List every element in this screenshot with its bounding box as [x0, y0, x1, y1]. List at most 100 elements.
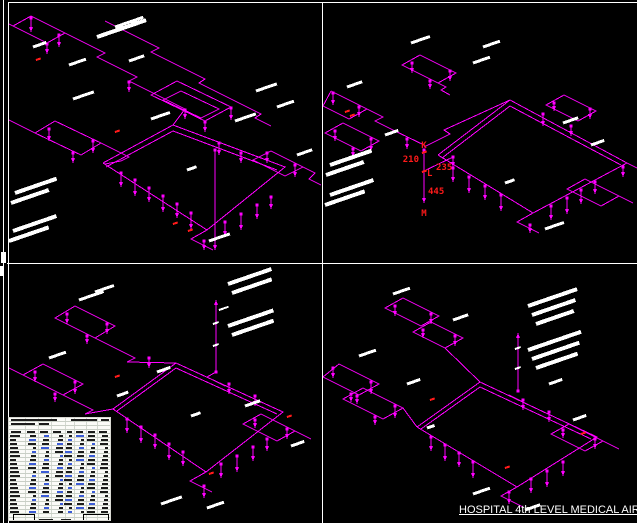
table-cell-text-mark	[87, 511, 95, 513]
pipe-segment	[11, 15, 67, 44]
flow-arrow-icon	[561, 433, 565, 438]
annotation-label-streak	[231, 277, 273, 295]
table-row	[9, 430, 110, 434]
table-cell-text-mark	[29, 439, 36, 441]
scrollbar-thumb[interactable]	[1, 252, 6, 263]
flow-arrow-icon	[541, 121, 545, 126]
pipe-junction	[235, 454, 239, 458]
viewport-divider-horizontal	[7, 263, 637, 264]
flow-arrow-icon	[549, 215, 553, 220]
table-cell-text-mark	[81, 511, 84, 513]
table-cell-text-mark	[81, 487, 84, 489]
viewport-top-right[interactable]: K 210 L 235 445 M	[323, 3, 637, 263]
pipe-segment	[441, 105, 622, 166]
flow-arrow-icon	[217, 150, 221, 155]
pipe-segment	[53, 305, 117, 339]
annotation-label-streak	[329, 178, 375, 197]
table-cell-text-mark	[103, 503, 108, 505]
pipe-segment	[33, 120, 103, 156]
pipe-junction	[422, 148, 426, 152]
annotation-label-streak	[452, 313, 469, 322]
pipe-junction	[147, 186, 151, 190]
annotation-label-streak	[208, 232, 231, 243]
viewport-top-left[interactable]	[9, 3, 322, 263]
flow-arrow-icon	[181, 461, 185, 466]
flow-arrow-icon	[265, 446, 269, 451]
table-cell-text-mark	[44, 459, 49, 461]
pipe-junction	[561, 428, 565, 432]
viewport-bottom-right[interactable]	[323, 264, 637, 523]
pipe-segment	[549, 423, 605, 452]
annotation-label-streak	[156, 366, 171, 374]
pipe-segment	[323, 122, 381, 152]
pipe-junction	[410, 61, 414, 65]
pipe-junction	[202, 239, 206, 243]
annotation-label-streak	[527, 329, 582, 352]
table-cell-text-mark	[10, 467, 18, 469]
table-cell-text-mark	[60, 455, 63, 457]
annotation-label-streak	[244, 399, 261, 408]
dimension-text: K	[421, 141, 427, 151]
pipe-junction	[357, 105, 361, 109]
table-cell-text-mark	[102, 459, 108, 461]
table-row	[9, 426, 110, 430]
table-cell-text-mark	[57, 467, 63, 469]
flow-arrow-icon	[125, 428, 129, 433]
table-cell-text-mark	[65, 451, 72, 453]
annotation-label-streak	[128, 54, 145, 63]
annotation-label-streak	[535, 351, 579, 370]
flow-arrow-icon	[593, 444, 597, 449]
pipe-segment	[544, 94, 598, 122]
table-cell-text-mark	[101, 511, 108, 513]
pipe-segment	[444, 347, 481, 383]
flow-arrow-icon	[45, 49, 49, 54]
pipe-junction	[355, 394, 359, 398]
pipe-junction	[253, 418, 257, 422]
annotation-label-streak	[548, 378, 563, 386]
table-cell-text-mark	[41, 471, 49, 473]
flow-arrow-icon	[393, 413, 397, 418]
viewport-bottom-left[interactable]	[9, 264, 322, 523]
flow-arrow-icon	[507, 499, 511, 504]
table-cell-text-mark	[92, 443, 95, 445]
pipe-junction	[565, 196, 569, 200]
table-cell-text-mark	[10, 507, 18, 509]
flow-arrow-icon	[203, 127, 207, 132]
viewport-divider-vertical	[322, 2, 323, 523]
table-cell-text-mark	[56, 471, 63, 473]
pipe-junction	[528, 223, 532, 227]
pipe-junction	[471, 460, 475, 464]
table-row	[9, 490, 110, 494]
pipe-segment	[423, 156, 454, 172]
pipe-junction	[239, 151, 243, 155]
table-row	[9, 474, 110, 478]
table-cell-text-mark	[11, 419, 57, 421]
flow-arrow-icon	[593, 189, 597, 194]
flow-arrow-icon	[219, 473, 223, 478]
table-cell-text-mark	[10, 491, 19, 493]
flow-arrow-icon	[357, 112, 361, 117]
pipe-segment	[241, 413, 297, 442]
table-cell-text-mark	[79, 447, 84, 449]
pipe-segment	[400, 54, 458, 84]
table-cell-text-mark	[10, 451, 19, 453]
pipe-junction	[593, 437, 597, 441]
annotation-label-streak	[392, 286, 411, 296]
annotation-label-streak	[296, 148, 313, 157]
table-row	[9, 442, 110, 446]
red-highlight-mark	[208, 471, 215, 475]
flow-arrow-icon	[47, 136, 51, 141]
flow-arrow-icon	[331, 373, 335, 378]
table-cell-text-mark	[58, 511, 63, 513]
table-cell-text-mark	[99, 431, 107, 433]
flow-arrow-icon	[369, 389, 373, 394]
table-cell-text-mark	[89, 503, 95, 505]
table-row	[9, 446, 110, 450]
table-cell-text-mark	[76, 435, 84, 437]
annotation-label-streak	[504, 178, 515, 185]
table-row	[9, 510, 110, 514]
annotation-label-streak	[186, 165, 197, 172]
table-cell-text-mark	[55, 475, 63, 477]
table-cell-text-mark	[76, 507, 84, 509]
table-cell-text-mark	[56, 495, 63, 497]
